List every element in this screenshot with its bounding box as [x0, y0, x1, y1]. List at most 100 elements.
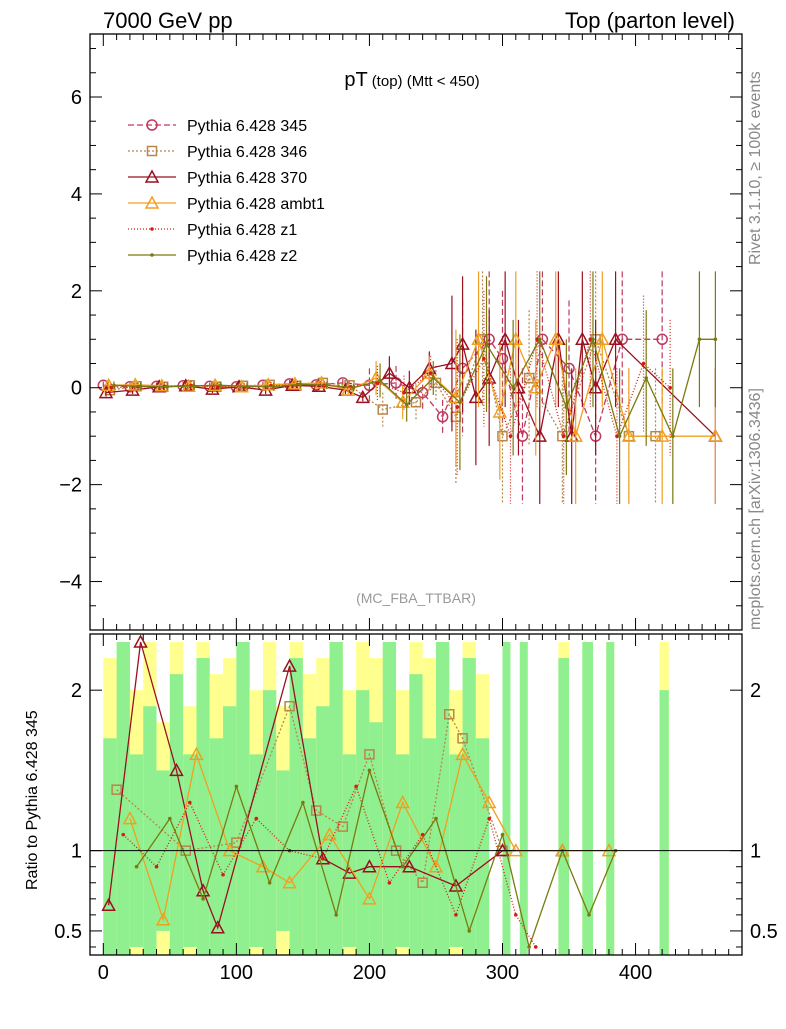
ratio-y-tick-label: 2: [71, 680, 82, 702]
data-point: [641, 361, 646, 366]
data-point: [615, 434, 619, 438]
data-point: [448, 389, 464, 404]
data-point: [402, 380, 417, 394]
data-point: [337, 821, 349, 832]
band-one-sigma: [103, 738, 117, 955]
data-point: [591, 337, 595, 342]
data-point: [234, 784, 239, 789]
legend-marker: [144, 195, 160, 209]
data-point: [301, 800, 305, 805]
data-point: [428, 859, 444, 873]
data-point: [351, 385, 356, 390]
data-point: [154, 864, 159, 869]
data-point: [458, 400, 462, 405]
data-point: [101, 897, 116, 911]
data-point: [191, 383, 196, 388]
data-point: [402, 859, 417, 873]
watermark: (MC_FBA_TTBAR): [356, 590, 476, 606]
band-one-sigma: [236, 642, 250, 955]
data-point: [467, 929, 472, 933]
data-point: [508, 434, 513, 438]
data-point: [644, 376, 648, 380]
data-point: [416, 386, 429, 399]
series-line: [136, 768, 617, 950]
band-one-sigma: [659, 690, 669, 955]
data-point: [112, 383, 116, 388]
data-point: [402, 390, 406, 395]
data-point: [431, 376, 436, 380]
y-tick-label: 0: [71, 378, 82, 400]
data-point: [400, 864, 405, 869]
data-point: [481, 794, 497, 809]
band-one-sigma: [316, 706, 330, 955]
legend-marker: [150, 253, 154, 257]
data-point: [535, 337, 539, 342]
legend-label: Pythia 6.428 345: [187, 118, 307, 135]
data-point: [532, 428, 548, 442]
ratio-y-tick-label: 1: [71, 841, 82, 863]
data-point: [523, 372, 535, 384]
band-one-sigma: [289, 658, 303, 955]
data-point: [404, 402, 409, 407]
ratio-y-tick-label-right: 2: [750, 680, 761, 702]
data-point: [575, 331, 590, 346]
top-frame: [89, 33, 743, 631]
data-point: [321, 856, 325, 861]
band-one-sigma: [302, 738, 317, 955]
header-right: Top (parton level): [565, 8, 735, 33]
data-point: [713, 337, 718, 342]
data-point: [98, 385, 114, 399]
data-point: [187, 800, 192, 805]
legend-marker: [146, 145, 158, 157]
ratio-y-tick-label-right: 1: [750, 841, 761, 863]
data-point: [434, 816, 438, 821]
band-one-sigma: [462, 658, 476, 955]
band-one-sigma: [223, 706, 237, 955]
band-one-sigma: [475, 738, 490, 955]
data-point: [189, 746, 204, 761]
data-point: [109, 385, 114, 390]
x-tick-label: 100: [220, 962, 253, 984]
data-point: [527, 945, 531, 949]
band-one-sigma: [262, 690, 277, 955]
band-one-sigma: [143, 706, 157, 955]
data-point: [282, 875, 297, 889]
data-point: [417, 877, 428, 889]
data-point: [395, 394, 410, 409]
band-one-sigma: [116, 642, 130, 955]
data-point: [513, 913, 518, 917]
main-title: pT (top) (Mtt < 450): [344, 69, 479, 91]
data-point: [134, 864, 139, 869]
uncertainty-bands: [103, 642, 669, 955]
band-one-sigma: [209, 738, 224, 955]
data-point: [378, 378, 382, 383]
data-point: [127, 377, 143, 391]
legend-marker: [146, 119, 158, 131]
y-tick-label: 4: [71, 184, 82, 206]
data-point: [355, 389, 371, 404]
data-point: [310, 805, 322, 816]
ratio-y-tick-label-right: 0.5: [750, 921, 778, 943]
data-point: [298, 382, 303, 387]
data-point: [364, 749, 375, 760]
data-point: [210, 920, 226, 934]
data-point: [484, 342, 489, 346]
data-point: [254, 816, 259, 821]
data-point: [455, 746, 470, 761]
data-point: [138, 384, 143, 389]
data-point: [221, 872, 225, 877]
data-point: [533, 945, 538, 949]
data-point: [218, 383, 223, 388]
band-one-sigma: [369, 722, 383, 955]
data-point: [168, 816, 172, 821]
data-point: [395, 794, 410, 809]
axes: −4 −2 0 2 4 6 0 100 200 300 400 0.5 0.5 1 1 2 2: [54, 33, 778, 984]
data-point: [457, 733, 468, 744]
bottom-frame: [89, 633, 743, 956]
data-point: [245, 384, 249, 389]
data-point: [537, 337, 542, 342]
ratio-ylabel: Ratio to Pythia 6.428 345: [24, 710, 41, 890]
data-point: [436, 411, 449, 423]
data-point: [354, 784, 358, 789]
